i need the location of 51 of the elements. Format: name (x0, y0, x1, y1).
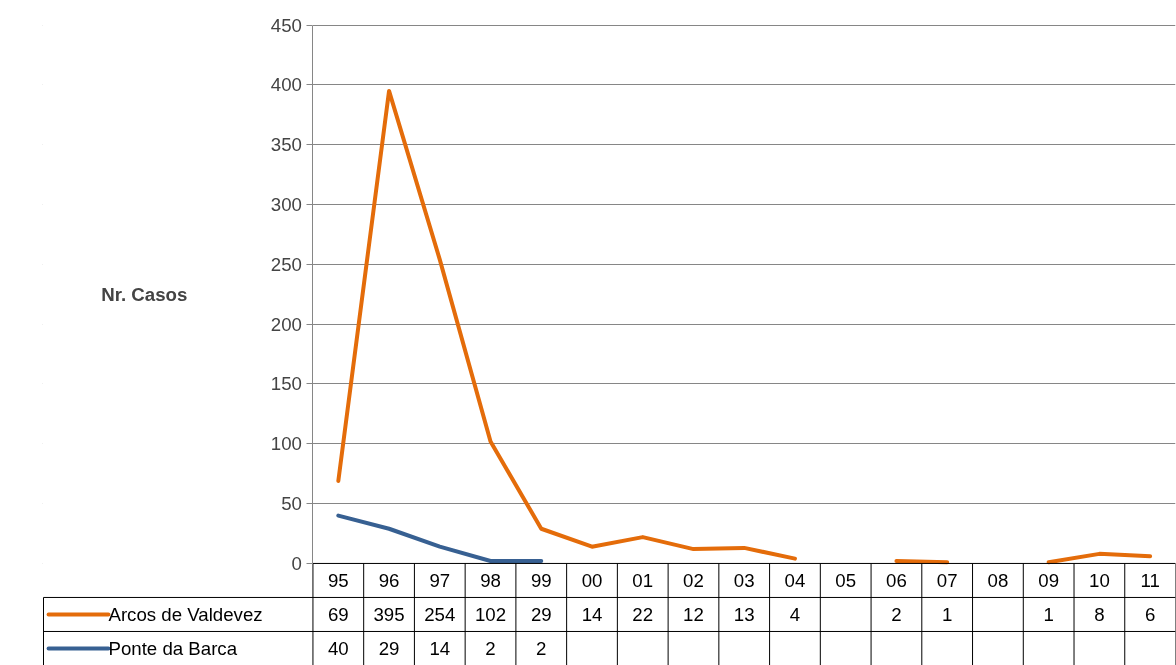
x-tick-label: 05 (835, 569, 857, 591)
data-label: 29 (378, 637, 400, 659)
x-tick-label: 02 (683, 569, 704, 591)
x-tick-label: 98 (480, 569, 501, 591)
data-label: 22 (632, 603, 654, 625)
data-label: 14 (581, 603, 603, 625)
x-tick-label: 99 (530, 569, 552, 591)
data-label: 2 (891, 603, 902, 625)
y-tick-label: 250 (270, 253, 302, 275)
y-tick-label: 150 (270, 373, 302, 395)
legend-label: Ponte da Barca (108, 637, 238, 659)
x-tick-label: 10 (1089, 569, 1110, 591)
legend-label: Arcos de Valdevez (108, 603, 263, 625)
x-tick-label: 06 (886, 569, 907, 591)
data-label: 29 (530, 603, 552, 625)
x-tick-label: 95 (327, 569, 349, 591)
line-series (336, 513, 544, 564)
y-tick-label: 450 (270, 14, 302, 36)
data-label: 69 (327, 603, 349, 625)
y-tick-label: 50 (281, 493, 302, 515)
data-label: 12 (683, 603, 704, 625)
x-tick-label: 08 (987, 569, 1009, 591)
data-label: 8 (1094, 603, 1105, 625)
data-label: 6 (1144, 603, 1156, 625)
data-label: 2 (485, 637, 496, 659)
x-tick-label: 04 (784, 569, 806, 591)
data-label: 40 (327, 637, 349, 659)
x-tick-label: 01 (632, 569, 654, 591)
data-label: 395 (373, 603, 405, 625)
data-label: 4 (789, 603, 801, 625)
data-label: 13 (733, 603, 755, 625)
x-tick-label: 96 (378, 569, 400, 591)
data-label: 2 (536, 637, 547, 659)
y-tick-label: 100 (270, 433, 302, 455)
data-label: 254 (424, 603, 456, 625)
data-label: 102 (474, 603, 507, 625)
x-tick-label: 00 (581, 569, 603, 591)
x-tick-label: 07 (936, 569, 958, 591)
x-tick-label: 11 (1140, 569, 1160, 591)
y-axis-title: Nr. Casos (101, 284, 188, 305)
data-label: 14 (429, 637, 451, 659)
y-tick-label: 300 (270, 194, 302, 216)
x-tick-label: 09 (1038, 569, 1060, 591)
data-label: 1 (1043, 603, 1054, 625)
y-tick-label: 200 (270, 313, 302, 335)
data-label: 1 (941, 603, 953, 625)
x-tick-label: 03 (733, 569, 755, 591)
y-tick-label: 0 (291, 552, 302, 574)
x-tick-label: 97 (429, 569, 451, 591)
y-tick-label: 400 (270, 74, 302, 96)
y-tick-label: 350 (270, 134, 302, 156)
